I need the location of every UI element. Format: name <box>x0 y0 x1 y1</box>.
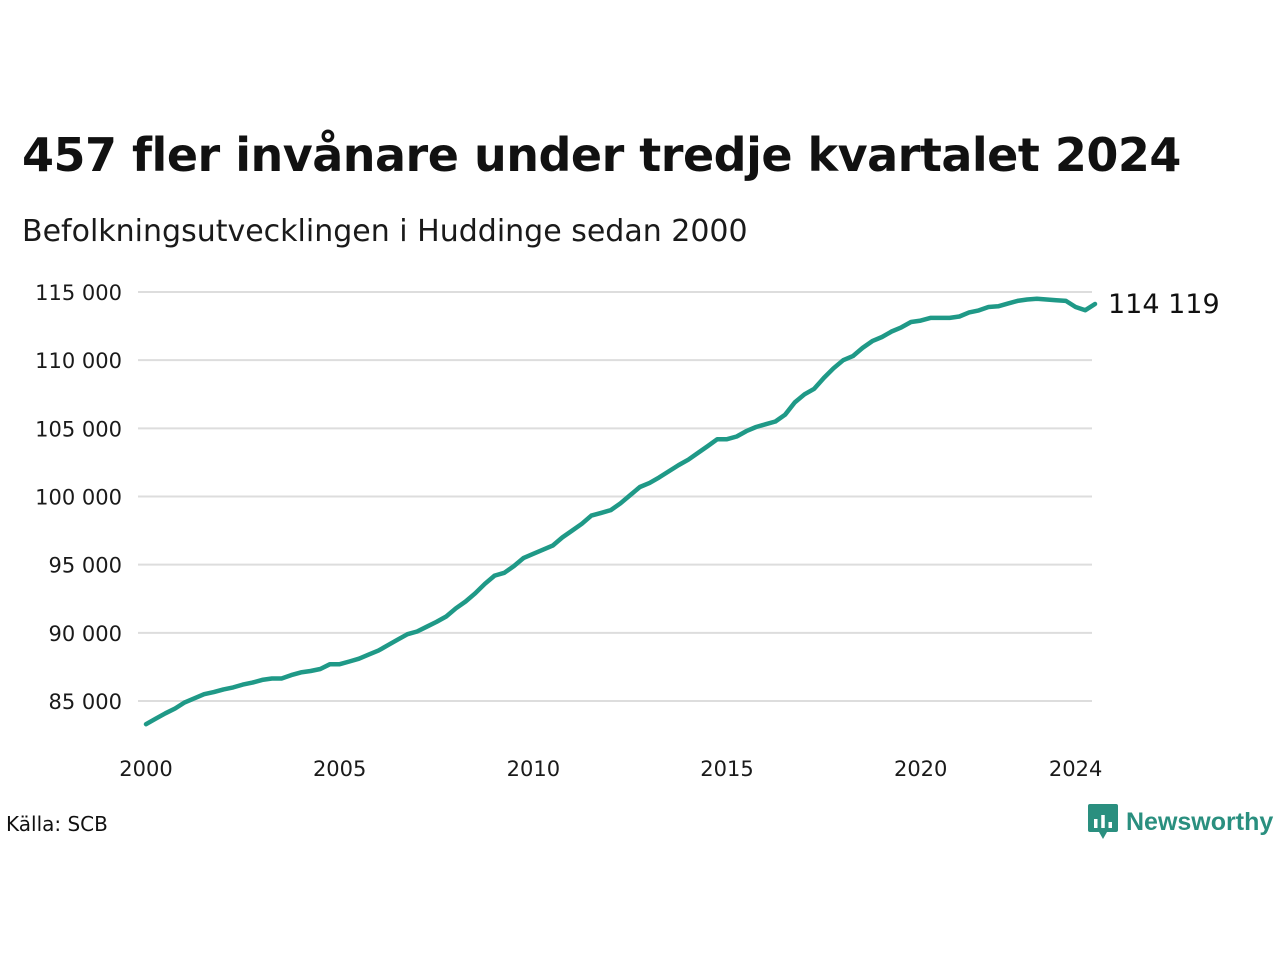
x-axis-tick-labels: 2000 2005 2010 2015 2020 2024 <box>119 757 1102 781</box>
y-tick-label: 100 000 <box>35 486 122 510</box>
x-tick-label: 2024 <box>1049 757 1102 781</box>
x-tick-label: 2005 <box>313 757 366 781</box>
x-tick-label: 2015 <box>700 757 753 781</box>
newsworthy-logo-icon <box>1088 804 1118 839</box>
source-note: Källa: SCB <box>6 812 108 836</box>
end-value-label: 114 119 <box>1108 289 1220 320</box>
y-tick-label: 115 000 <box>35 281 122 305</box>
chart-subtitle: Befolkningsutvecklingen i Huddinge sedan… <box>22 214 748 249</box>
y-tick-label: 90 000 <box>49 622 122 646</box>
x-tick-label: 2020 <box>894 757 947 781</box>
y-tick-label: 105 000 <box>35 417 122 441</box>
chart-title: 457 fler invånare under tredje kvartalet… <box>22 128 1181 182</box>
y-tick-label: 95 000 <box>49 554 122 578</box>
x-tick-label: 2010 <box>507 757 560 781</box>
series-layer <box>143 296 1098 727</box>
gridlines <box>138 291 1092 702</box>
x-tick-label: 2000 <box>119 757 172 781</box>
series-line <box>143 296 1098 727</box>
y-axis-tick-labels: 85 000 90 000 95 000 100 000 105 000 110 000 1… <box>35 281 122 714</box>
newsworthy-logo: Newsworthy <box>1088 804 1273 840</box>
end-value-label-layer: 114 119 <box>1108 289 1220 320</box>
y-tick-label: 110 000 <box>35 349 122 373</box>
y-tick-label: 85 000 <box>49 690 122 714</box>
newsworthy-logo-text: Newsworthy <box>1126 807 1274 836</box>
